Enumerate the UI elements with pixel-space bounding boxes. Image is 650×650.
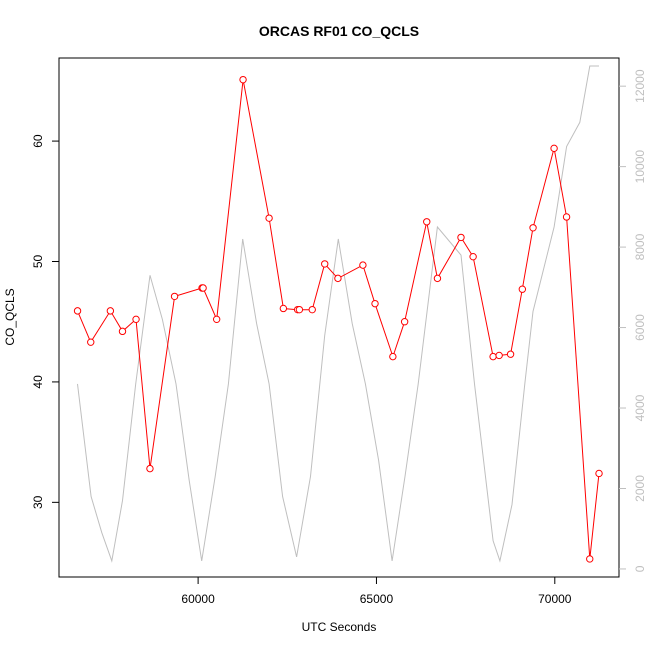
- data-point: [334, 274, 342, 283]
- data-point: [489, 352, 497, 361]
- data-point: [423, 218, 431, 226]
- chart-title: ORCAS RF01 CO_QCLS: [259, 23, 419, 39]
- y2-tick-label: 6000: [633, 314, 647, 341]
- data-point: [359, 261, 367, 269]
- data-point: [518, 285, 527, 293]
- data-point: [170, 292, 179, 301]
- data-point: [550, 144, 558, 153]
- y-axis-label: CO_QCLS: [3, 288, 17, 345]
- data-point: [400, 318, 409, 326]
- data-point: [239, 75, 247, 84]
- data-point: [506, 350, 515, 358]
- y-tick-label: 30: [31, 495, 45, 509]
- data-point: [265, 214, 273, 222]
- y2-tick-label: 10000: [633, 150, 647, 184]
- data-point: [495, 351, 503, 360]
- series-line-right: [77, 65, 599, 563]
- y2-tick-label: 8000: [633, 233, 647, 260]
- plot-frame: [58, 57, 620, 578]
- data-point: [371, 299, 379, 308]
- data-point: [199, 284, 207, 292]
- data-point: [73, 307, 82, 315]
- data-point: [321, 260, 329, 268]
- y2-tick-label: 0: [633, 565, 647, 572]
- y2-tick-label: 2000: [633, 475, 647, 502]
- x-tick-label: 65000: [360, 592, 394, 606]
- data-point: [595, 469, 603, 478]
- y-tick-label: 50: [31, 255, 45, 269]
- data-point: [389, 352, 397, 361]
- data-point: [118, 327, 127, 336]
- data-point: [457, 233, 465, 242]
- data-point: [279, 304, 288, 313]
- data-point: [529, 224, 537, 232]
- data-point: [87, 338, 95, 346]
- data-point: [433, 274, 442, 283]
- data-point: [132, 315, 140, 324]
- x-tick-label: 70000: [538, 592, 572, 606]
- x-tick-label: 60000: [181, 592, 215, 606]
- data-point: [562, 213, 571, 221]
- data-point: [146, 464, 154, 473]
- data-point: [295, 305, 304, 314]
- data-point: [469, 252, 477, 261]
- y-tick-label: 40: [31, 375, 45, 389]
- series-line-left: [77, 79, 600, 559]
- series-left-axis: [73, 75, 603, 563]
- data-point: [106, 307, 115, 315]
- series-right-axis: [77, 65, 599, 563]
- y-tick-label: 60: [31, 134, 45, 148]
- data-point: [212, 315, 221, 324]
- x-axis-label: UTC Seconds: [302, 620, 377, 634]
- y2-tick-label: 12000: [633, 69, 647, 103]
- data-point: [586, 555, 594, 563]
- y2-tick-label: 4000: [633, 394, 647, 421]
- data-point: [308, 305, 316, 314]
- axes: 60000 65000 70000 30 40 50 60 0 2000 4000 6000 8000…: [31, 69, 647, 606]
